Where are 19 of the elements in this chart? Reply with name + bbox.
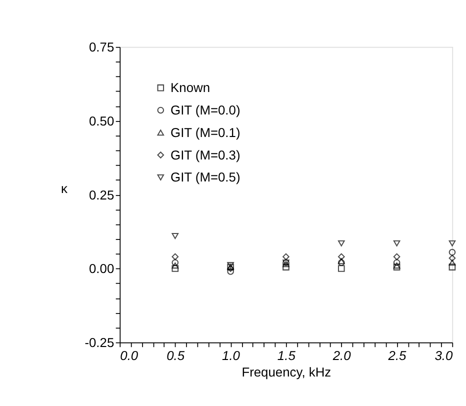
x-tick-label: 1.5 (277, 348, 296, 364)
x-tick-label: 0.0 (120, 348, 139, 364)
y-tick-label: -0.25 (84, 335, 114, 350)
legend-label: GIT (M=0.1) (170, 124, 240, 140)
x-tick-label: 2.5 (387, 348, 408, 364)
x-tick-label: 3.0 (434, 348, 454, 364)
x-tick-label: 0.5 (166, 348, 186, 364)
y-tick-label: 0.75 (89, 40, 114, 55)
x-axis-title: Frequency, kHz (242, 364, 332, 380)
legend-label: GIT (M=0.3) (170, 147, 240, 162)
x-tick-label: 2.0 (332, 348, 352, 364)
legend-label: GIT (M=0.5) (170, 170, 240, 185)
x-tick-label: 1.0 (222, 348, 241, 364)
y-tick-label: 0.25 (89, 187, 114, 202)
legend-label: GIT (M=0.0) (170, 102, 240, 118)
y-tick-label: 0.00 (89, 261, 114, 276)
y-axis-title: κ (60, 180, 68, 196)
legend-label: Known (170, 80, 210, 96)
y-tick-label: 0.50 (89, 114, 114, 129)
